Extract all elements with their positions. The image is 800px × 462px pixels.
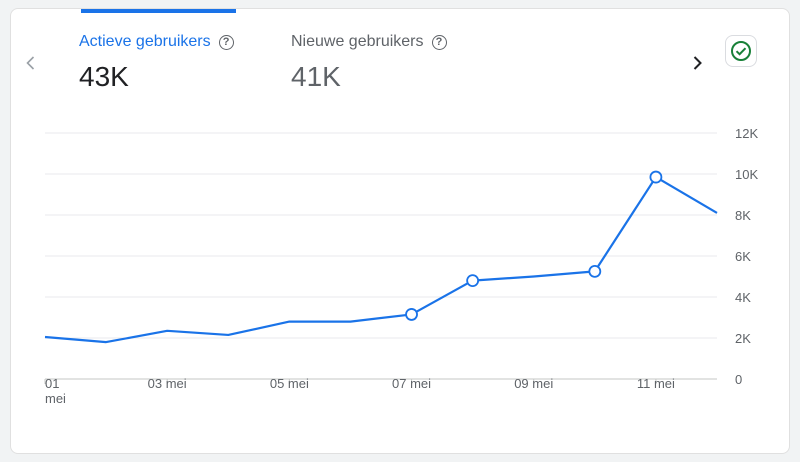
status-button[interactable] bbox=[725, 35, 757, 67]
metric-tab-new-users[interactable]: Nieuwe gebruikers ? 41K bbox=[291, 31, 447, 93]
metric-label-new-users: Nieuwe gebruikers bbox=[291, 33, 424, 50]
y-tick-label: 4K bbox=[735, 290, 751, 305]
y-tick-label: 2K bbox=[735, 331, 751, 346]
x-tick-label: 09 mei bbox=[514, 376, 553, 391]
y-tick-label: 0 bbox=[735, 372, 742, 387]
x-tick-label: 01 bbox=[45, 376, 59, 391]
data-point bbox=[649, 170, 663, 184]
help-icon[interactable]: ? bbox=[218, 34, 234, 50]
x-tick-label: 11 mei bbox=[637, 376, 675, 391]
previous-button[interactable] bbox=[17, 49, 45, 77]
metrics-card: Actieve gebruikers ? 43K Nieuwe gebruike… bbox=[10, 8, 790, 454]
x-tick-label: 07 mei bbox=[392, 376, 431, 391]
next-button[interactable] bbox=[683, 49, 711, 77]
y-tick-label: 12K bbox=[735, 126, 758, 141]
metric-value-active-users: 43K bbox=[79, 61, 129, 92]
data-point bbox=[588, 264, 602, 278]
x-tick-label: 05 mei bbox=[270, 376, 309, 391]
x-tick-label: mei bbox=[45, 391, 66, 406]
check-circle-icon bbox=[731, 41, 751, 61]
help-icon[interactable]: ? bbox=[431, 34, 447, 50]
y-tick-label: 8K bbox=[735, 208, 751, 223]
metric-tab-active-users[interactable]: Actieve gebruikers ? 43K bbox=[79, 31, 234, 93]
active-tab-indicator bbox=[81, 9, 236, 13]
data-point bbox=[405, 308, 418, 321]
metric-value-new-users: 41K bbox=[291, 61, 341, 92]
series-line bbox=[44, 175, 718, 344]
x-tick-label: 03 mei bbox=[148, 376, 187, 391]
chevron-right-icon bbox=[693, 56, 702, 70]
y-tick-label: 6K bbox=[735, 249, 751, 264]
data-point bbox=[466, 274, 480, 288]
y-tick-label: 10K bbox=[735, 167, 758, 182]
chevron-left-icon bbox=[26, 56, 35, 70]
metric-label-active-users: Actieve gebruikers bbox=[79, 33, 211, 50]
